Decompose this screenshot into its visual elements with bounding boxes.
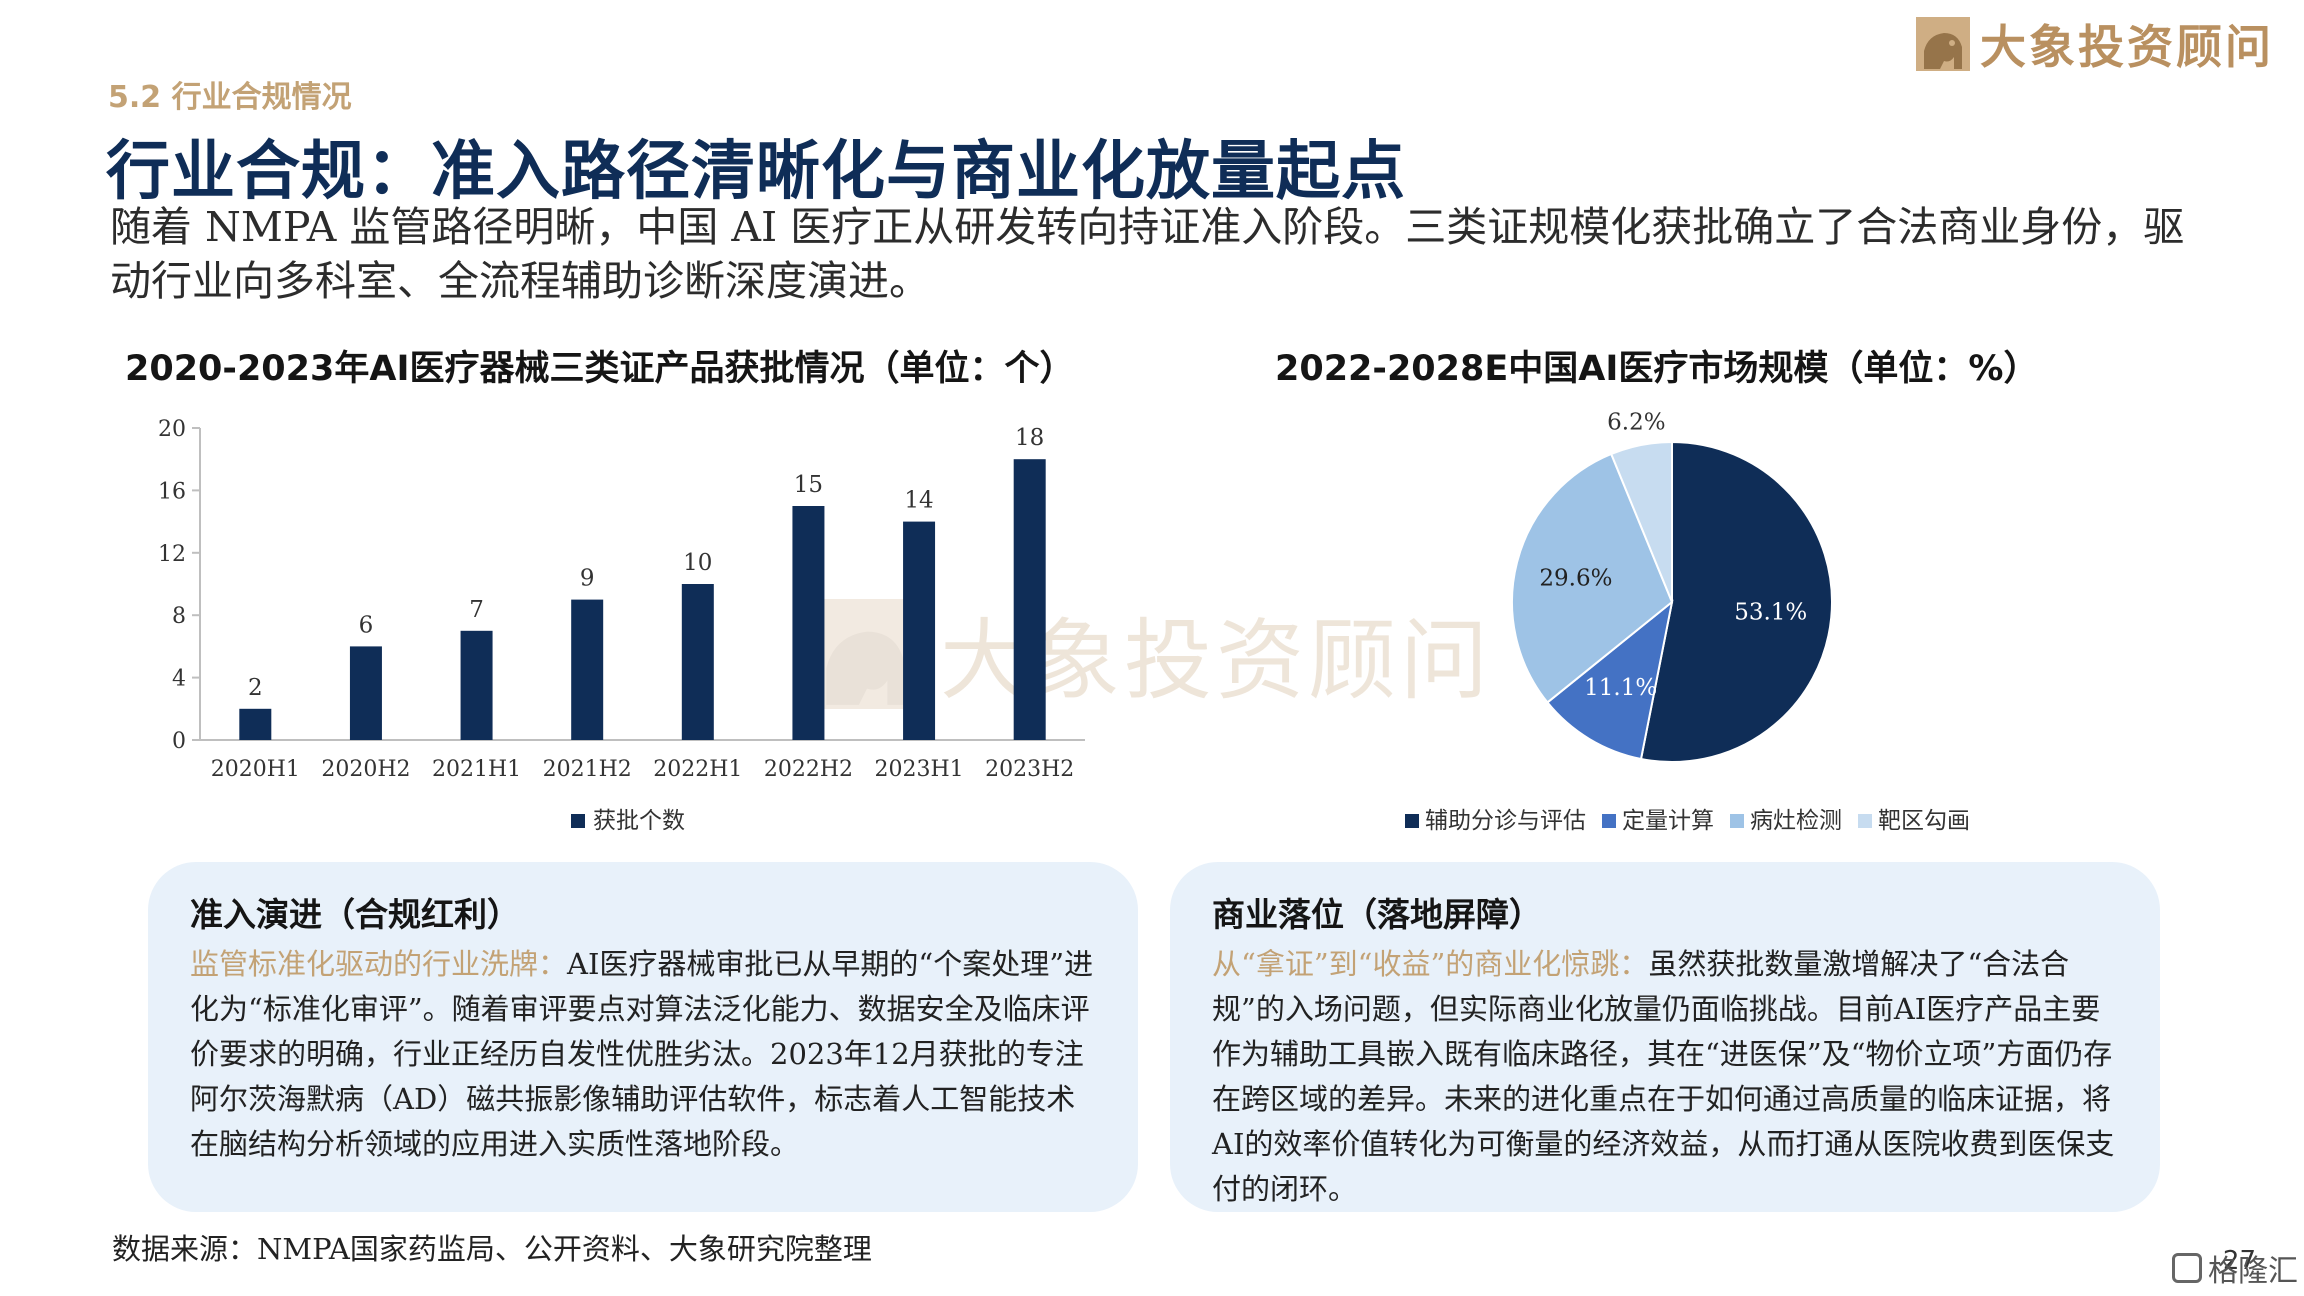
legend-swatch (1730, 814, 1744, 828)
watermark-logo-icon (810, 598, 920, 709)
corner-watermark: 格隆汇 (2172, 1246, 2298, 1290)
pie-slice-label: 11.1% (1584, 675, 1657, 701)
brand-logo: 大象投资顾问 (1916, 14, 2274, 74)
bar-value-label: 9 (580, 566, 595, 592)
legend-swatch (1858, 814, 1872, 828)
bar-value-label: 18 (1015, 425, 1044, 451)
x-tick-label: 2020H2 (321, 757, 410, 782)
card-commercialization: 商业落位（落地屏障） 从“拿证”到“收益”的商业化惊跳：虽然获批数量激增解决了“… (1170, 862, 2160, 1212)
card-text: AI医疗器械审批已从早期的“个案处理”进化为“标准化审评”。随着审评要点对算法泛… (190, 947, 1094, 1161)
card-compliance-evolution: 准入演进（合规红利） 监管标准化驱动的行业洗牌：AI医疗器械审批已从早期的“个案… (148, 862, 1138, 1212)
card-title: 准入演进（合规红利） (190, 895, 520, 934)
data-source-note: 数据来源：NMPA国家药监局、公开资料、大象研究院整理 (112, 1232, 872, 1266)
bar (460, 630, 493, 740)
y-tick-label: 8 (172, 604, 186, 629)
y-tick-label: 0 (172, 729, 186, 754)
gelonghui-logo-icon (2172, 1253, 2202, 1283)
legend-label: 病灶检测 (1750, 808, 1842, 834)
legend-label: 定量计算 (1622, 808, 1714, 834)
y-tick-label: 16 (158, 479, 186, 504)
bar (239, 708, 272, 740)
card-title: 商业落位（落地屏障） (1212, 895, 1542, 934)
bar (681, 584, 714, 740)
pie-slice (1639, 440, 1833, 763)
x-tick-label: 2021H1 (432, 757, 521, 782)
pie-slice (1511, 452, 1674, 704)
page-subtitle: 随着 NMPA 监管路径明晰，中国 AI 医疗正从研发转向持证准入阶段。三类证规… (110, 203, 2185, 305)
x-tick-label: 2021H2 (543, 757, 632, 782)
y-tick-label: 20 (158, 417, 186, 442)
corner-watermark-text: 格隆汇 (2208, 1254, 2298, 1289)
bar-value-label: 14 (904, 488, 933, 514)
pie-slice-label: 6.2% (1607, 409, 1665, 435)
x-tick-label: 2022H2 (764, 757, 853, 782)
page-number: 27 (2222, 1246, 2256, 1276)
watermark: 大象投资顾问 (810, 590, 1492, 717)
card-text: 虽然获批数量激增解决了“合法合规”的入场问题，但实际商业化放量仍面临挑战。目前A… (1212, 947, 2115, 1206)
brand-name: 大象投资顾问 (1980, 20, 2274, 74)
elephant-logo-icon (1916, 17, 1970, 71)
x-tick-label: 2022H1 (653, 757, 742, 782)
legend-swatch (571, 814, 585, 828)
x-tick-label: 2020H1 (211, 757, 300, 782)
card-lead: 从“拿证”到“收益”的商业化惊跳： (1212, 947, 1649, 981)
pie-chart-title: 2022-2028E中国AI医疗市场规模（单位：%） (1275, 349, 2039, 389)
bar-value-label: 7 (469, 597, 484, 623)
bar-value-label: 15 (794, 472, 823, 498)
pie-slice-label: 53.1% (1734, 600, 1807, 626)
bar (571, 599, 604, 740)
x-tick-label: 2023H1 (874, 757, 963, 782)
bar-value-label: 10 (683, 550, 712, 576)
y-tick-label: 12 (158, 542, 186, 567)
bar-value-label: 6 (359, 612, 374, 638)
card-body: 监管标准化驱动的行业洗牌：AI医疗器械审批已从早期的“个案处理”进化为“标准化审… (190, 942, 1094, 1167)
x-tick-label: 2023H2 (985, 757, 1074, 782)
legend-swatch (1602, 814, 1616, 828)
legend-label: 辅助分诊与评估 (1425, 808, 1586, 834)
card-body: 从“拿证”到“收益”的商业化惊跳：虽然获批数量激增解决了“合法合规”的入场问题，… (1212, 942, 2116, 1212)
legend-label: 获批个数 (593, 808, 685, 834)
watermark-text: 大象投资顾问 (940, 609, 1493, 712)
bar-chart-title: 2020-2023年AI医疗器械三类证产品获批情况（单位：个） (125, 349, 1075, 389)
pie-slice-label: 29.6% (1539, 565, 1612, 591)
legend-label: 靶区勾画 (1878, 808, 1970, 834)
y-tick-label: 4 (172, 667, 186, 692)
section-label: 5.2 行业合规情况 (108, 80, 352, 115)
page-title: 行业合规：准入路径清晰化与商业化放量起点 (106, 135, 1406, 209)
card-lead: 监管标准化驱动的行业洗牌： (190, 947, 568, 981)
pie-slice (1609, 440, 1673, 603)
bar-value-label: 2 (248, 675, 263, 701)
legend-swatch (1405, 814, 1419, 828)
pie-slice (1546, 599, 1674, 761)
bar (349, 646, 382, 740)
